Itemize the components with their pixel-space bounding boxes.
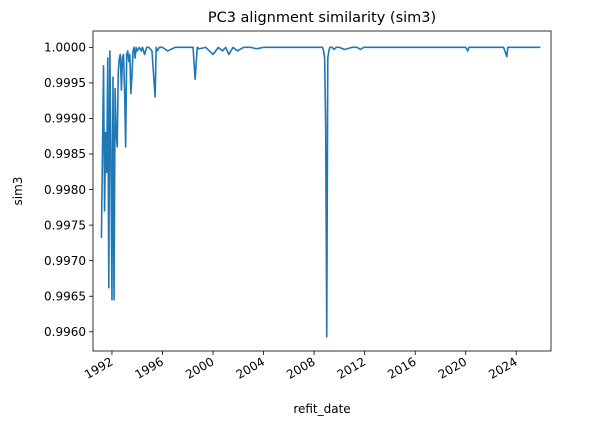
x-tick-label: 1996 [133,354,166,381]
y-tick-label: 0.9980 [44,183,86,197]
y-tick-label: 0.9970 [44,254,86,268]
series-line-sim3 [100,46,541,338]
x-axis-label: refit_date [293,402,350,416]
y-tick-label: 0.9965 [44,289,86,303]
y-tick-label: 0.9975 [44,218,86,232]
x-tick-label: 2020 [436,354,469,381]
x-tick-label: 2016 [385,354,418,381]
plot-frame [92,30,552,352]
x-tick-label: 1992 [82,354,115,381]
x-axis: 1992 1996 2000 2004 2008 2012 2016 2020 2024 [82,351,520,382]
y-tick-label: 0.9990 [44,112,86,126]
x-tick-label: 2000 [183,354,216,381]
chart-title: PC3 alignment similarity (sim3) [208,10,436,26]
y-tick-label: 0.9985 [44,147,86,161]
x-tick-label: 2024 [486,354,519,381]
y-tick-label: 0.9995 [44,76,86,90]
y-axis-label: sim3 [11,177,25,206]
x-tick-label: 2004 [234,354,267,381]
y-axis: 0.9960 0.9965 0.9970 0.9975 0.9980 0.9985 0.99… [44,41,93,339]
x-tick-label: 2012 [335,354,368,381]
y-tick-label: 0.9960 [44,325,86,339]
y-tick-label: 1.0000 [44,41,86,55]
x-tick-label: 2008 [284,354,317,381]
